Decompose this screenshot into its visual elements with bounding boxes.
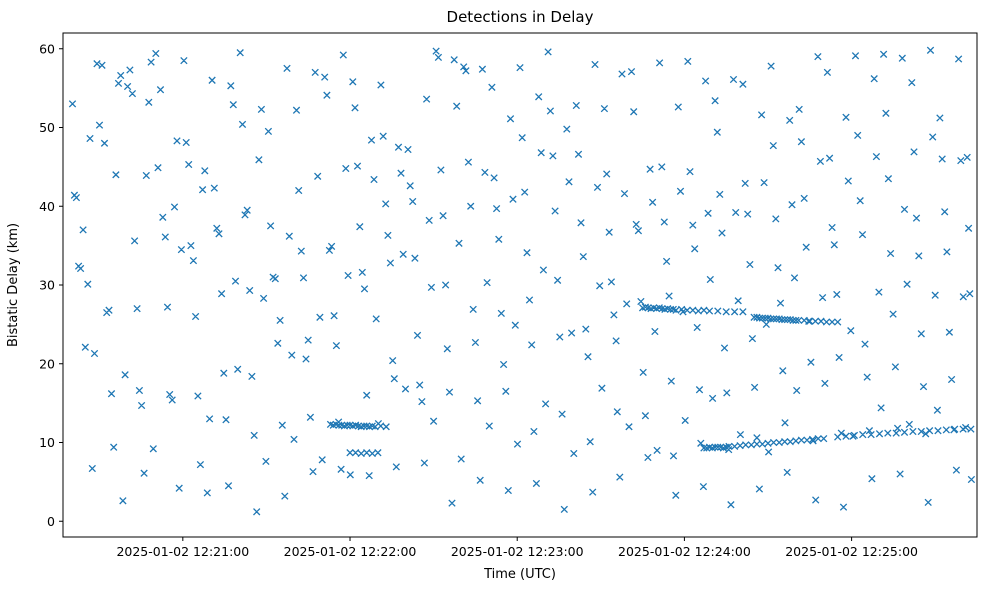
y-tick-label: 10 bbox=[39, 435, 55, 450]
x-tick-label: 2025-01-02 12:23:00 bbox=[451, 544, 584, 559]
x-tick-label: 2025-01-02 12:24:00 bbox=[618, 544, 751, 559]
y-tick-label: 60 bbox=[39, 41, 55, 56]
y-tick-label: 40 bbox=[39, 199, 55, 214]
plot-frame bbox=[62, 32, 978, 538]
scatter-points bbox=[68, 46, 976, 516]
x-axis-label: Time (UTC) bbox=[483, 567, 556, 582]
x-tick-label: 2025-01-02 12:22:00 bbox=[284, 544, 417, 559]
axis-ticks: 2025-01-02 12:21:00 2025-01-02 12:22:00 20… bbox=[39, 41, 918, 559]
detection-markers bbox=[68, 46, 976, 516]
y-axis-label: Bistatic Delay (km) bbox=[6, 223, 21, 347]
y-tick-label: 0 bbox=[47, 514, 55, 529]
x-tick-label: 2025-01-02 12:25:00 bbox=[785, 544, 918, 559]
y-tick-label: 20 bbox=[39, 356, 55, 371]
chart-title: Detections in Delay bbox=[447, 8, 594, 26]
y-tick-label: 30 bbox=[39, 278, 55, 293]
y-tick-label: 50 bbox=[39, 120, 55, 135]
x-tick-label: 2025-01-02 12:21:00 bbox=[116, 544, 249, 559]
